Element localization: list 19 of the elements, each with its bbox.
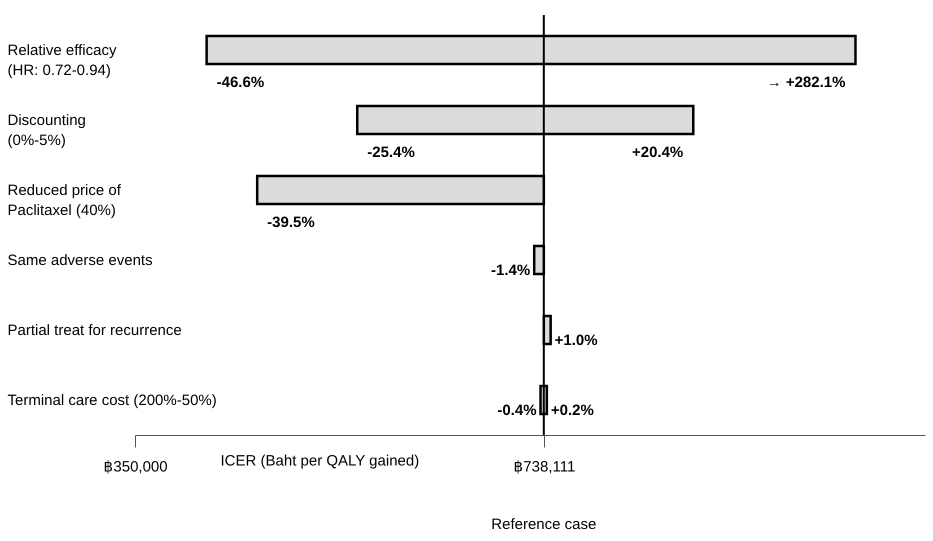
x-tick-label: ฿350,000 [103, 458, 168, 476]
annotation: -0.4% [497, 402, 537, 419]
y-tick-label: Terminal care cost (200%-50%) [8, 392, 217, 409]
y-tick-label: Reduced price of Paclitaxel (40%) [8, 182, 122, 219]
annotation: +1.0% [554, 332, 598, 349]
y-tick-label: Relative efficacy (HR: 0.72-0.94) [8, 42, 117, 79]
annotation: +0.2% [550, 402, 594, 419]
y-tick-label: Same adverse events [8, 252, 153, 269]
ref-line-label: Reference case [491, 516, 596, 533]
x-axis-title: ICER (Baht per QALY gained) [220, 452, 420, 470]
annotation: -46.6% [216, 74, 264, 91]
x-tick-label: ฿738,111 [513, 458, 576, 476]
y-tick-label: Discounting (0%-5%) [8, 112, 86, 149]
y-tick-label: Partial treat for recurrence [8, 322, 182, 339]
annotation: +20.4% [632, 144, 684, 161]
annotation: -25.4% [367, 144, 415, 161]
annotation: → +282.1% [766, 74, 846, 91]
annotation: -39.5% [267, 214, 315, 231]
annotation: -1.4% [491, 262, 530, 279]
